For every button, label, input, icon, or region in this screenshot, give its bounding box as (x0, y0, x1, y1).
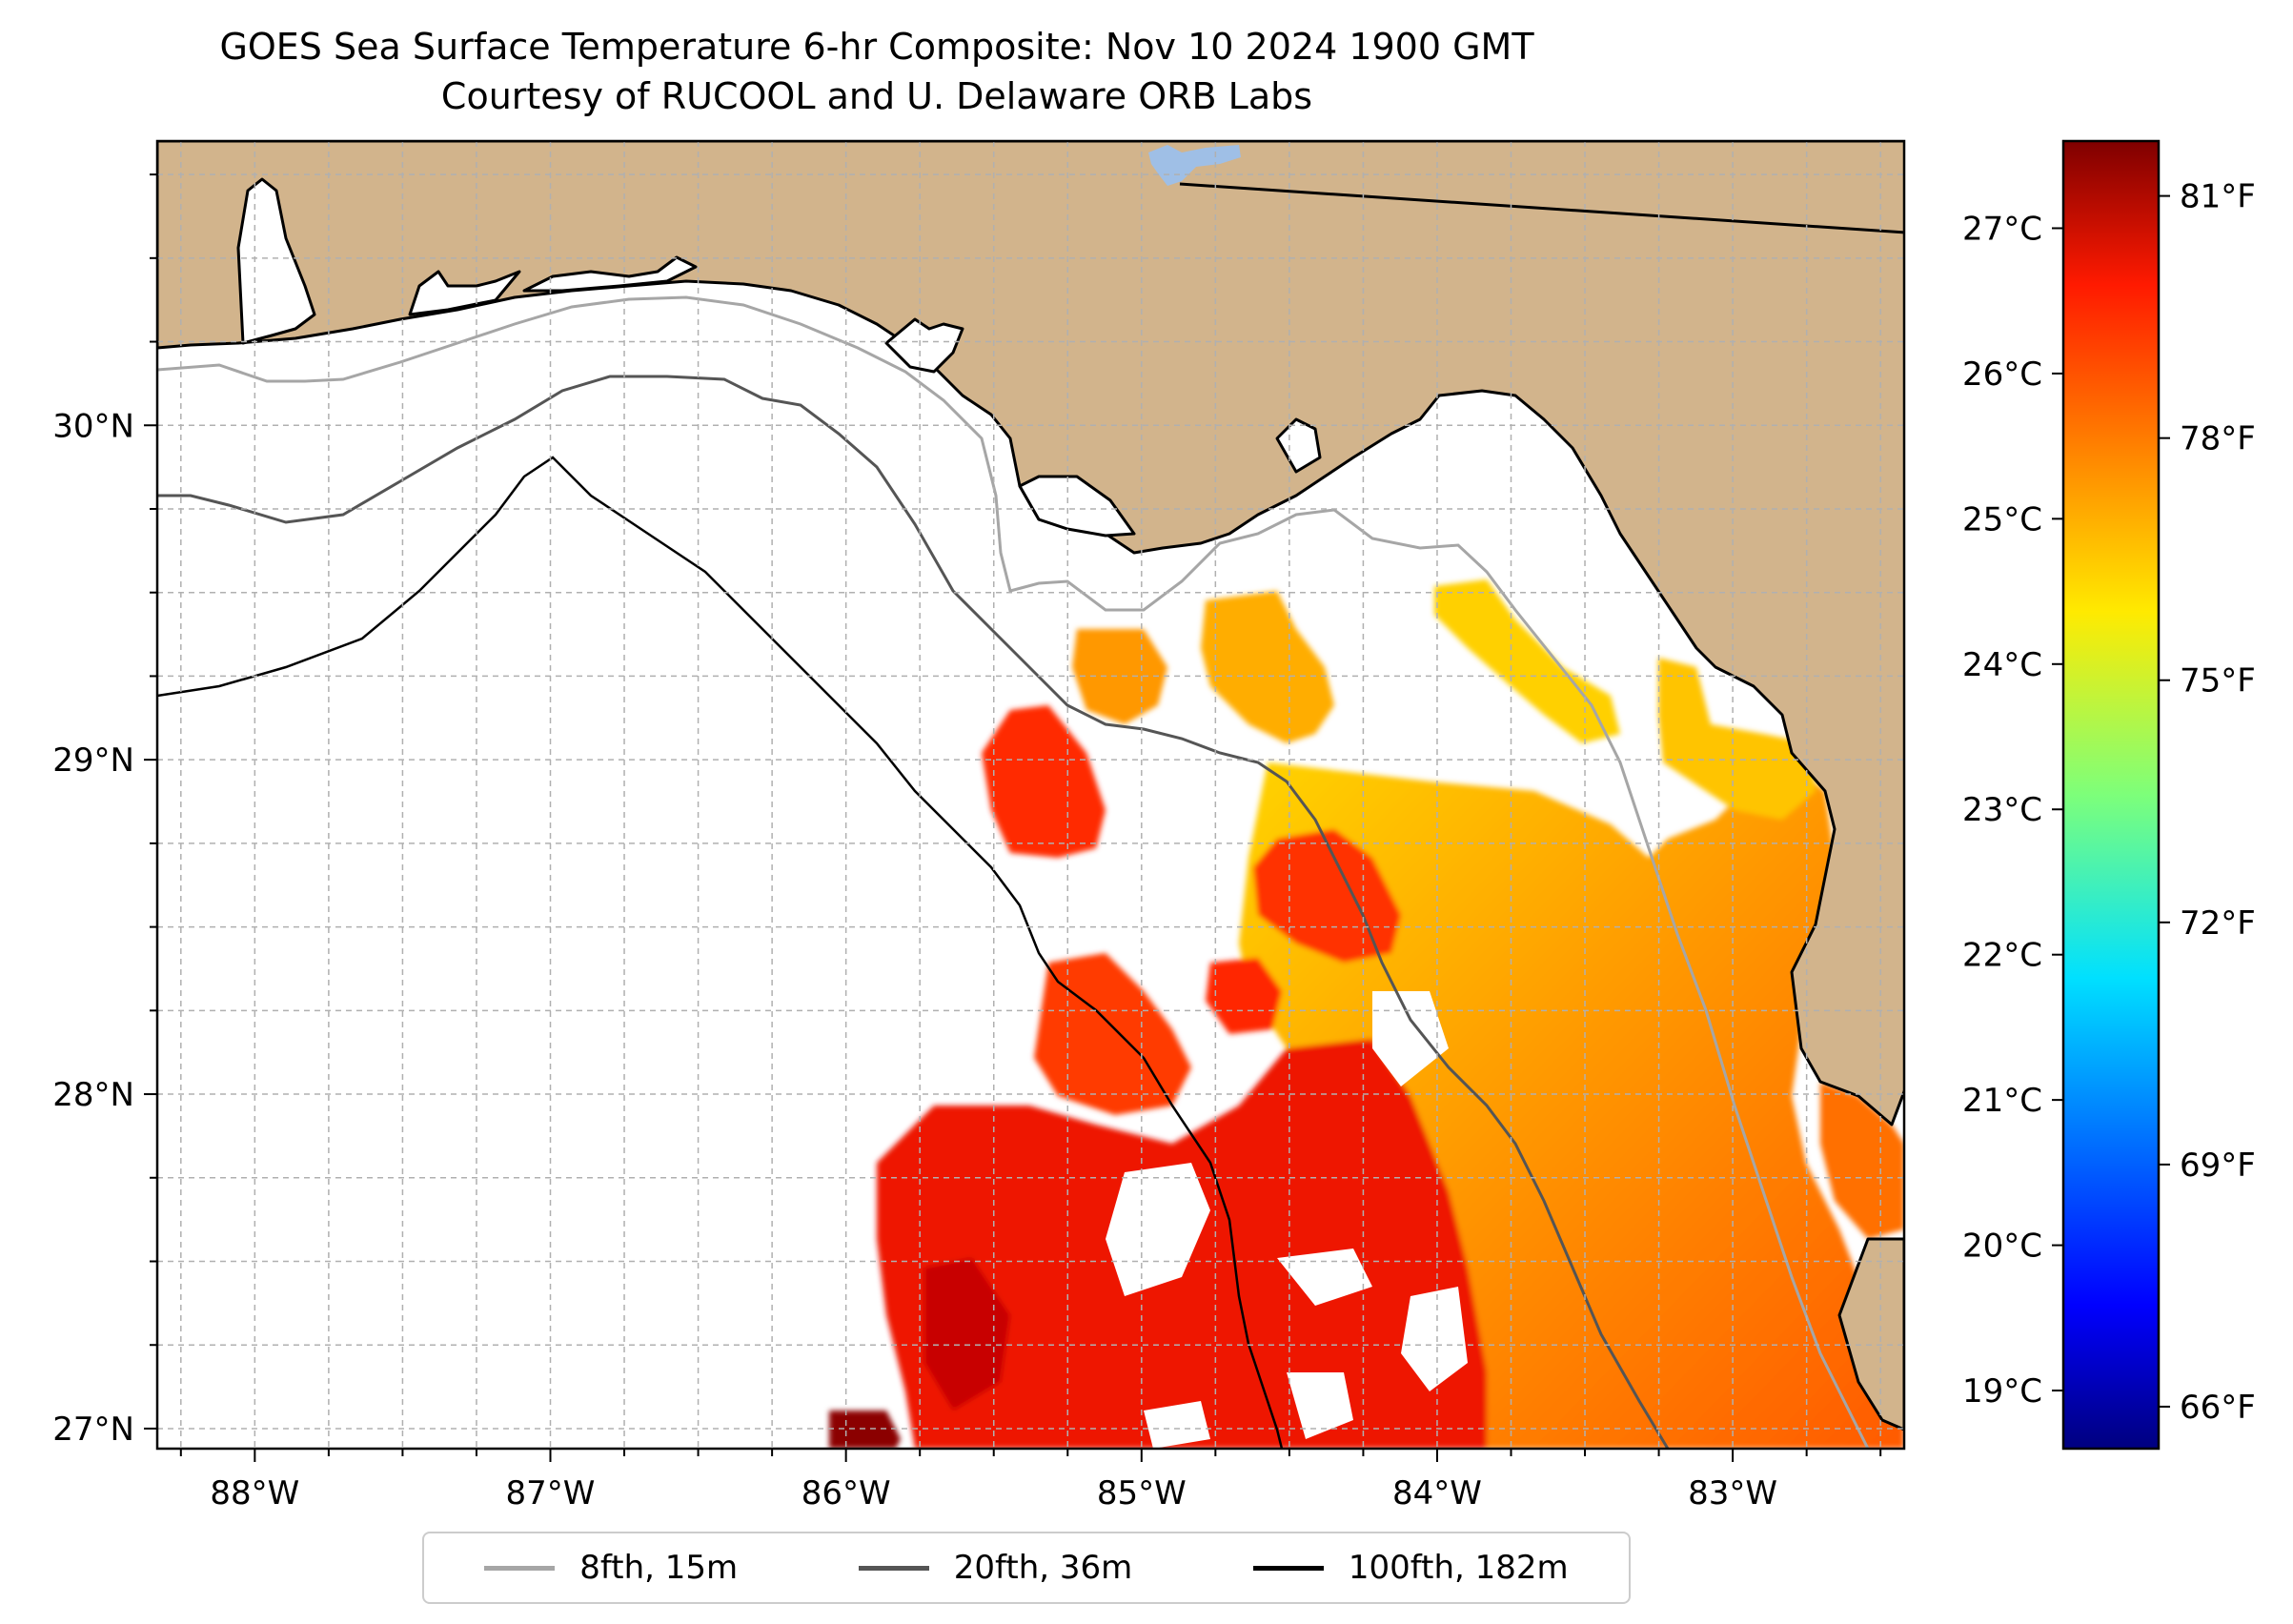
legend-item-8fth: 8fth, 15m (484, 1549, 738, 1587)
isobath-20fth (157, 375, 1670, 1449)
sst-gap (1144, 1401, 1210, 1449)
map-subtitle: Courtesy of RUCOOL and U. Delaware ORB L… (440, 75, 1313, 117)
sst-patch-south-dark (924, 1258, 1010, 1411)
sst-patch-central (1253, 829, 1401, 963)
sst-patch-west (982, 705, 1106, 858)
colorbar-fahrenheit-label: 81°F (2180, 178, 2256, 216)
lake-seminole (1148, 145, 1241, 186)
colorbar-celsius-label: 25°C (1962, 500, 2042, 538)
big-bend-coast-inlet (1275, 417, 1322, 474)
legend-swatch-20fth (858, 1565, 929, 1571)
isobath-8fth (157, 295, 1870, 1449)
sst-gap (1277, 1248, 1372, 1306)
map-title: GOES Sea Surface Temperature 6-hr Compos… (219, 26, 1534, 68)
colorbar-fahrenheit-label: 66°F (2180, 1389, 2256, 1427)
colorbar-celsius-label: 20°C (1962, 1228, 2042, 1266)
colorbar-fahrenheit-label: 69°F (2180, 1147, 2256, 1185)
legend-label-100fth: 100fth, 182m (1348, 1549, 1569, 1587)
x-tick-label: 83°W (1688, 1474, 1777, 1512)
x-tick-label: 84°W (1392, 1474, 1482, 1512)
y-tick-label: 30°N (52, 407, 134, 445)
colorbar-celsius-label: 23°C (1962, 791, 2042, 829)
map-frame (155, 139, 1906, 1451)
colorbar-celsius-label: 26°C (1962, 355, 2042, 394)
y-tick-label: 29°N (52, 741, 134, 780)
colorbar-ticks: 27°C 26°C 25°C 24°C 23°C 22°C 21°C 20°C 19°C 81°F… (1962, 178, 2256, 1427)
sst-patch-north-center (1201, 591, 1334, 743)
legend-item-20fth: 20fth, 36m (858, 1549, 1133, 1587)
colorbar-fahrenheit-label: 72°F (2180, 904, 2256, 943)
sst-gaps (1106, 991, 1468, 1449)
y-tick-label: 28°N (52, 1076, 134, 1114)
legend-swatch-100fth (1252, 1565, 1324, 1571)
graticule (157, 141, 1904, 1449)
apalachicola-bay (1018, 475, 1136, 538)
legend-label-20fth: 20fth, 36m (953, 1549, 1133, 1587)
x-tick-label: 85°W (1097, 1474, 1187, 1512)
colorbar-celsius-label: 22°C (1962, 937, 2042, 975)
isobath-100fth (157, 456, 1284, 1449)
land-east-peninsula-tip (1837, 1237, 1904, 1431)
isobath-legend: 8fth, 15m 20fth, 36m 100fth, 182m (422, 1532, 1631, 1604)
sst-map: 88°W 87°W 86°W 85°W 84°W 83°W 30°N 29°N 28°N 27°N… (52, 139, 2256, 1512)
sst-gap (1287, 1372, 1353, 1439)
colorbar-celsius-label: 19°C (1962, 1372, 2042, 1411)
sst-patches (829, 579, 1904, 1449)
colorbar: 27°C 26°C 25°C 24°C 23°C 22°C 21°C 20°C 19°C 81°F… (1962, 139, 2256, 1451)
sst-gap (1401, 1287, 1468, 1391)
x-tick-label: 87°W (506, 1474, 596, 1512)
legend-swatch-8fth (484, 1565, 556, 1571)
sst-patch-mid-small (1206, 958, 1282, 1034)
y-tick-label: 27°N (52, 1411, 134, 1449)
bays (236, 177, 1322, 538)
colorbar-celsius-label: 27°C (1962, 210, 2042, 248)
x-tick-label: 88°W (210, 1474, 299, 1512)
state-border (1179, 182, 1904, 234)
sst-gap (1372, 991, 1449, 1086)
mobile-bay (236, 177, 316, 345)
sst-patch-southwest-dark (829, 1411, 901, 1449)
sst-patch-se-coast (1820, 1082, 1904, 1239)
colorbar-fahrenheit-label: 75°F (2180, 662, 2256, 700)
legend-label-8fth: 8fth, 15m (579, 1549, 739, 1587)
map-axes: 88°W 87°W 86°W 85°W 84°W 83°W 30°N 29°N 28°N 27°N (52, 173, 1882, 1512)
x-tick-label: 86°W (802, 1474, 891, 1512)
sst-patch-east-shelf (1239, 762, 1904, 1449)
sst-patch-north-strip (1434, 579, 1620, 743)
colorbar-celsius-label: 24°C (1962, 646, 2042, 684)
colorbar-fahrenheit-label: 78°F (2180, 420, 2256, 458)
sst-gap (1106, 1163, 1210, 1296)
legend-item-100fth: 100fth, 182m (1252, 1549, 1569, 1587)
colorbar-celsius-label: 21°C (1962, 1082, 2042, 1120)
sst-patch-northwest-small (1072, 629, 1167, 724)
colorbar-gradient (2061, 139, 2161, 1451)
sst-patch-northeast (1658, 658, 1816, 820)
pensacola-bay (408, 270, 521, 316)
choctawhatchee-bay (522, 255, 698, 293)
